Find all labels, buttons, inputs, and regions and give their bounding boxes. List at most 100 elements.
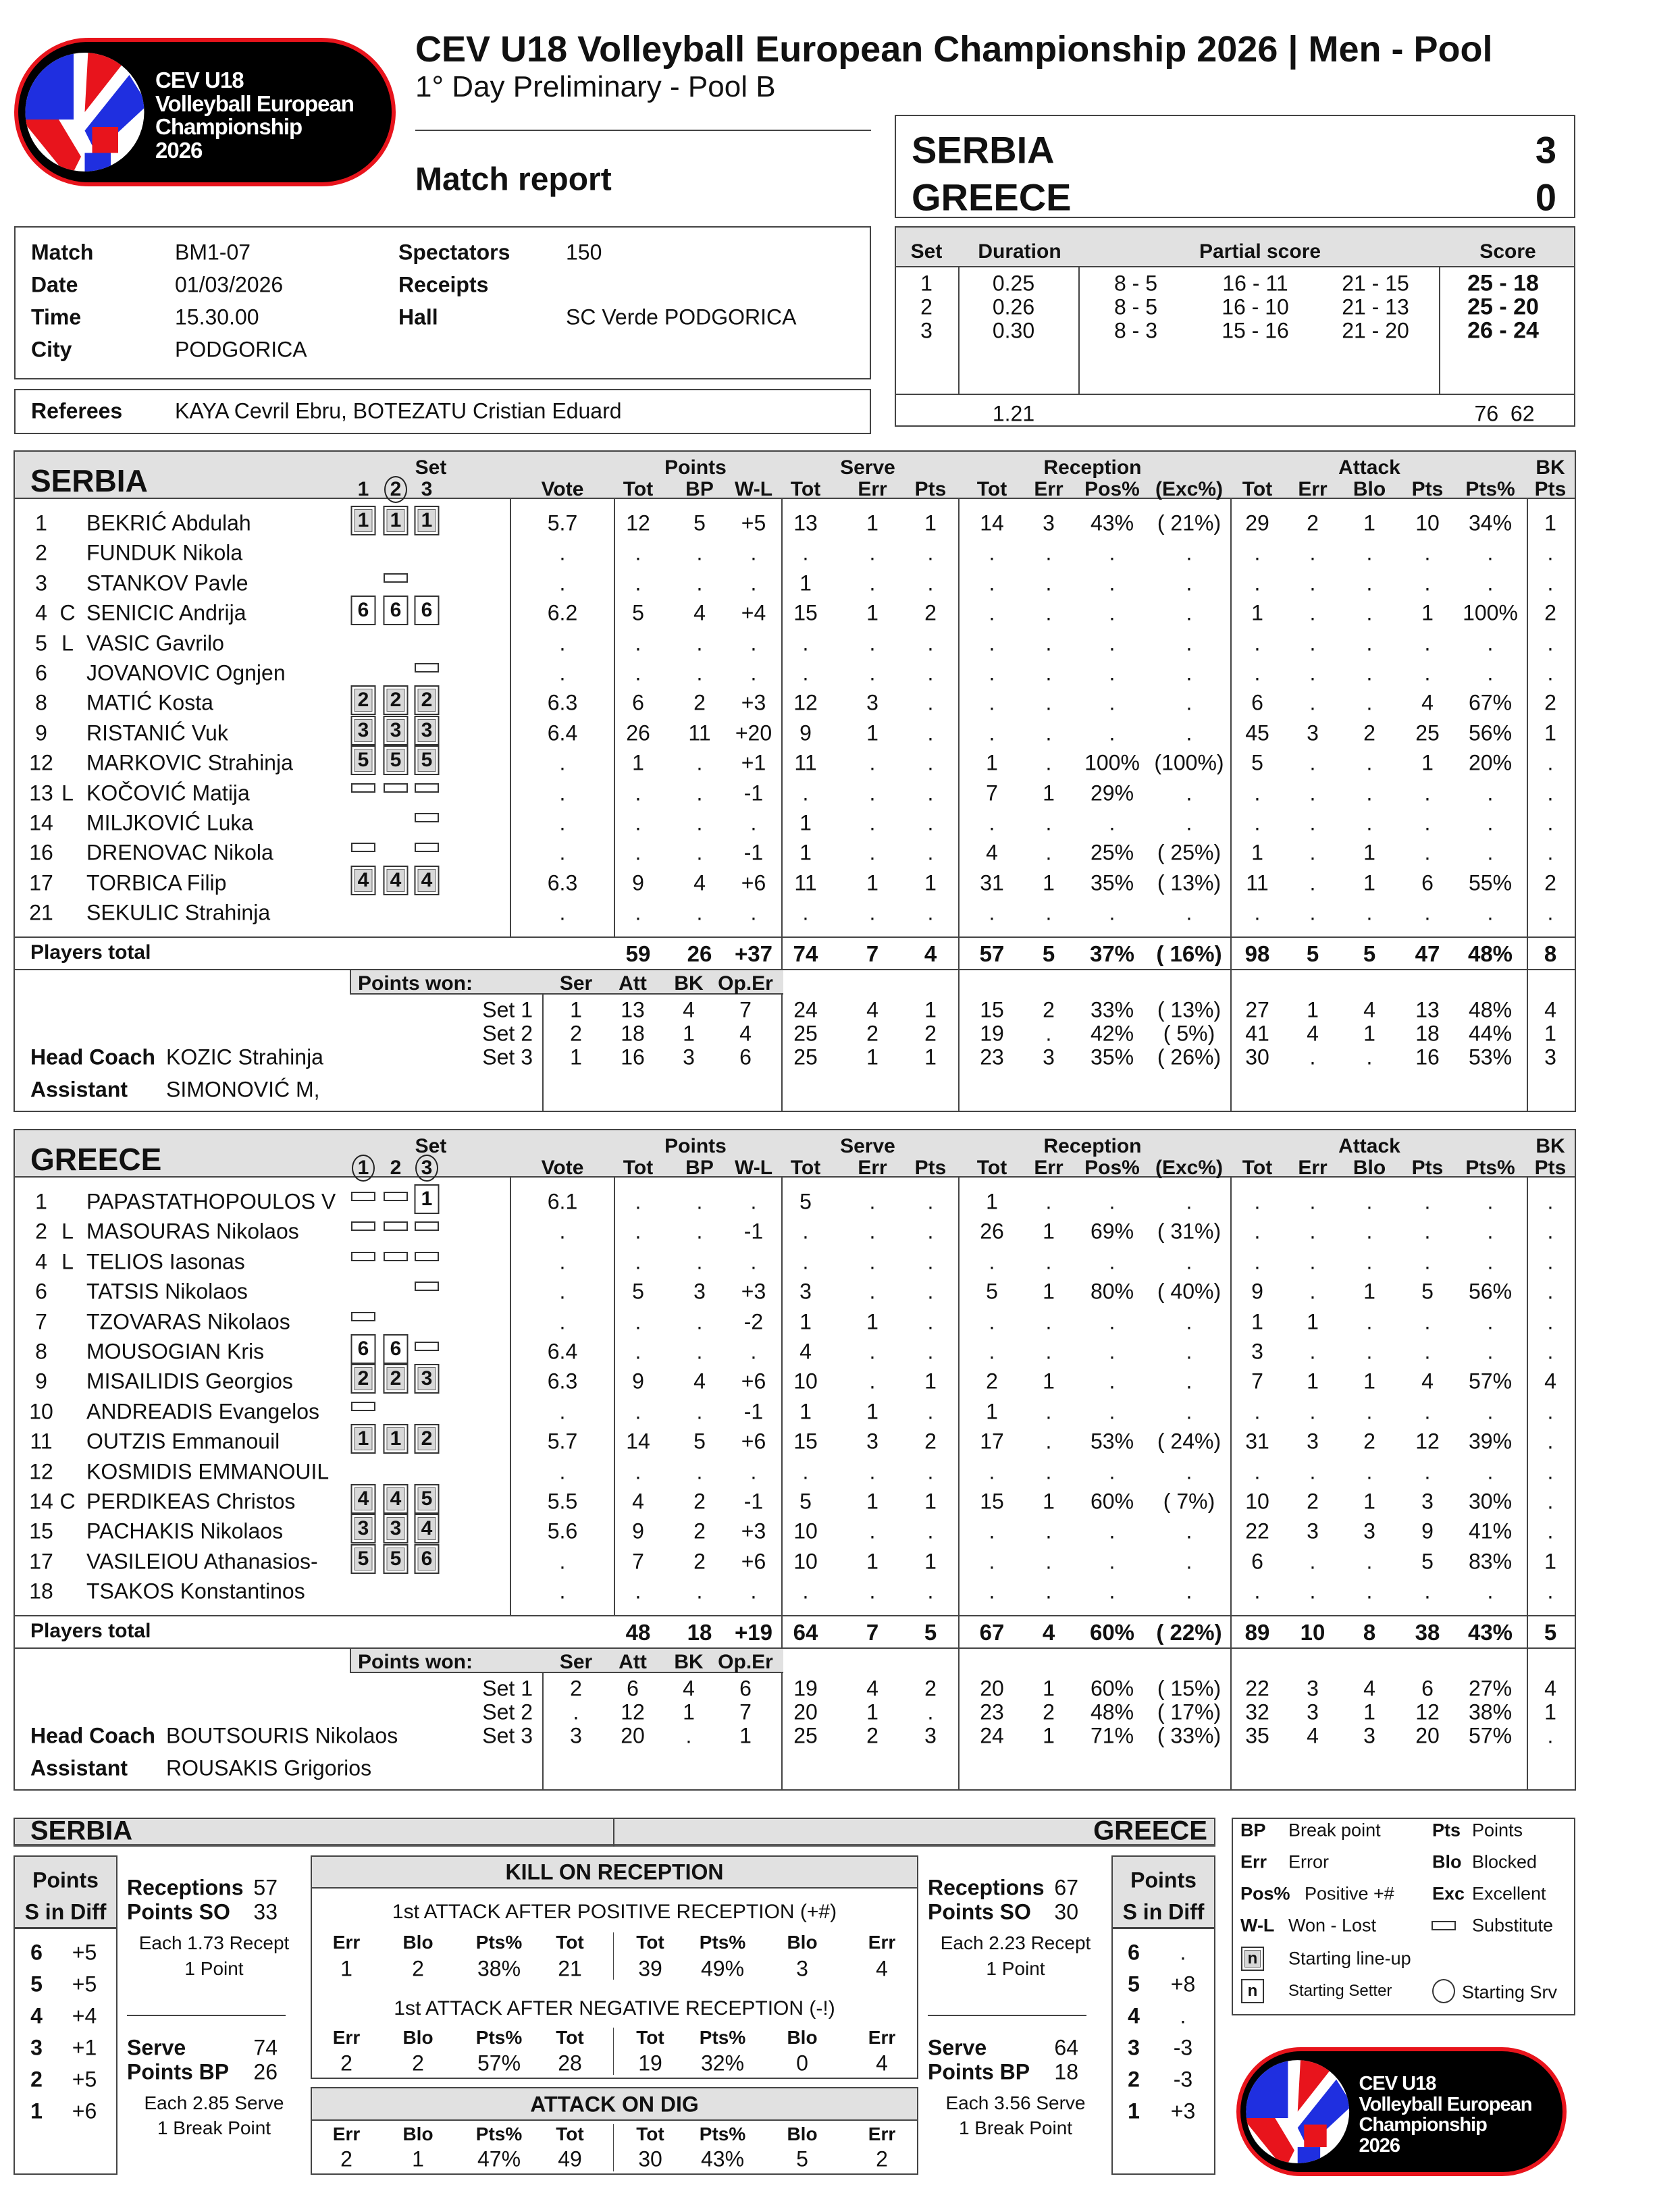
match-info-label: Match [31, 240, 94, 265]
player-number: 15 [29, 1519, 53, 1543]
player-name: KOSMIDIS EMMANOUIL [86, 1459, 330, 1484]
stat-cell: . [559, 1279, 566, 1304]
kill-col-header: Tot [556, 1932, 584, 1953]
stat-cell: . [869, 1189, 876, 1214]
stat-cell: . [1186, 810, 1192, 835]
column-header: Tot [623, 478, 654, 500]
stat-cell: . [1547, 571, 1554, 596]
stat-cell: 4 [693, 870, 706, 895]
player-number: 2 [35, 1219, 47, 1244]
player-name: SENICIC Andrija [86, 600, 246, 625]
stat-cell: 4 [799, 1339, 812, 1364]
cev-logo-text-line: Volleyball European [155, 90, 355, 116]
points-bp-label: Points BP [127, 2059, 230, 2084]
stat-cell: . [559, 660, 566, 685]
stat-cell: . [559, 571, 566, 596]
match-info-label: Hall [398, 305, 438, 329]
stat-cell: . [1186, 1249, 1192, 1274]
stat-cell: . [1424, 1219, 1431, 1244]
total-cell: 48 [625, 1620, 651, 1645]
stat-cell: . [1309, 750, 1316, 775]
stat-cell: 6.3 [547, 1369, 578, 1394]
player-number: 9 [35, 1369, 47, 1394]
stat-cell: 1 [1251, 1309, 1263, 1334]
total-cell: ( 16%) [1156, 941, 1222, 966]
negative-title: 1st ATTACK AFTER NEGATIVE RECEPTION (-!) [394, 1997, 835, 2020]
stat-cell: ( 40%) [1157, 1279, 1222, 1304]
player-name: FUNDUK Nikola [86, 540, 243, 565]
stat-cell: . [989, 1339, 995, 1364]
stat-cell: . [1045, 1519, 1052, 1543]
stat-cell: . [1045, 631, 1052, 656]
stat-cell: . [1366, 1249, 1373, 1274]
positive-value: 39 [638, 1956, 662, 1981]
set-stat-cell: 3 [1043, 1045, 1055, 1070]
set-score: 26 - 24 [1467, 317, 1539, 344]
stat-cell: . [1309, 1249, 1316, 1274]
stat-cell: 2 [1544, 690, 1556, 715]
stat-cell: 67% [1468, 690, 1513, 715]
set-row-label: Set 3 [482, 1723, 533, 1748]
stat-cell: . [1366, 571, 1373, 596]
legend-abbr: W-L [1240, 1915, 1275, 1936]
divider [1230, 1177, 1232, 1791]
sets-table-header [896, 228, 1574, 267]
stat-cell: 6 [632, 690, 644, 715]
rotation-diff: +6 [72, 2098, 97, 2123]
player-name: RISTANIĆ Vuk [86, 720, 228, 745]
set-number: 2 [920, 294, 933, 319]
points-won-cell: 6 [739, 1676, 752, 1701]
divider [510, 498, 511, 937]
total-cell: 18 [687, 1620, 712, 1645]
stat-cell: . [1186, 1309, 1192, 1334]
stat-cell: 1 [1307, 1369, 1319, 1394]
match-info-label: Date [31, 272, 78, 297]
stat-cell: . [927, 1189, 934, 1214]
stat-cell: . [696, 1399, 703, 1424]
stat-cell: . [750, 571, 757, 596]
player-number: 17 [29, 870, 53, 895]
stat-cell: 9 [632, 1369, 644, 1394]
column-header: Tot [790, 478, 821, 500]
substitute-marker [415, 1221, 439, 1232]
negative-value: 32% [700, 2051, 745, 2076]
starting-setter-label: Starting Setter [1288, 1982, 1392, 2000]
set-stat-cell: 1 [1363, 1699, 1375, 1724]
stat-cell: . [1109, 1579, 1115, 1604]
player-role: L [61, 1219, 74, 1244]
stat-cell: 3 [1363, 1519, 1375, 1543]
stat-cell: 2 [1544, 600, 1556, 625]
stat-cell: ( 7%) [1163, 1489, 1215, 1514]
starting-lineup-box: 3 [383, 715, 409, 745]
player-name: PAPASTATHOPOULOS V [86, 1189, 336, 1214]
stat-cell: 6 [1251, 1549, 1263, 1574]
stat-cell: . [1366, 600, 1373, 625]
set-row-label: Set 1 [482, 1676, 533, 1701]
set-stat-cell: . [1547, 1723, 1554, 1748]
cev-logo-text-line: 2026 [155, 137, 203, 163]
stat-cell: . [1254, 540, 1261, 565]
stat-cell: . [559, 1579, 566, 1604]
stat-cell: . [1547, 1459, 1554, 1484]
stat-cell: 3 [1307, 720, 1319, 745]
stat-cell: 1 [799, 1399, 812, 1424]
stat-cell: . [1424, 840, 1431, 865]
stat-cell: ( 25%) [1157, 840, 1222, 865]
referees-label: Referees [31, 398, 123, 423]
stat-cell: . [750, 660, 757, 685]
stat-cell: 11 [688, 720, 711, 745]
total-cell: 10 [1300, 1620, 1325, 1645]
starting-lineup-box: 1 [383, 1424, 409, 1454]
stat-cell: 3 [1043, 510, 1055, 535]
points-won-cell: 1 [570, 997, 582, 1022]
stat-cell: 9 [632, 870, 644, 895]
points-so-label: Points SO [928, 1899, 1031, 1924]
stat-cell: 31 [1245, 1429, 1269, 1454]
set-stat-cell: 71% [1090, 1723, 1134, 1748]
stat-cell: . [696, 1309, 703, 1334]
player-number: 2 [35, 540, 47, 565]
stat-cell: . [927, 750, 934, 775]
stat-cell: . [696, 571, 703, 596]
stat-cell: . [1254, 810, 1261, 835]
dig-col-header: Tot [636, 2123, 664, 2144]
